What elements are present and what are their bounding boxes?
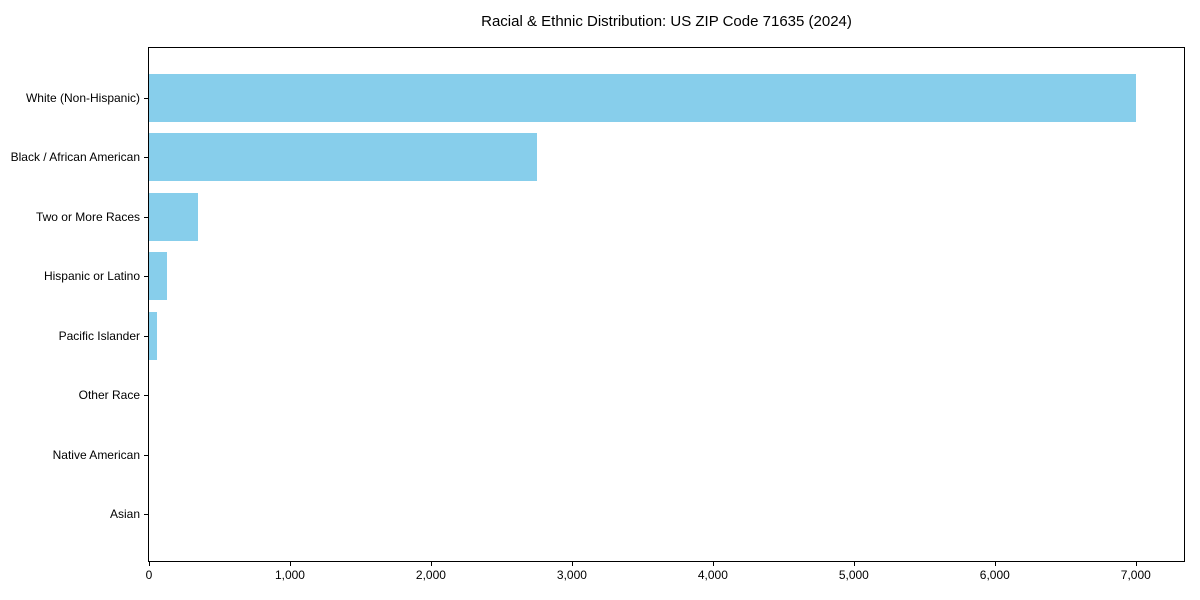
y-tick-label: Asian (109, 507, 140, 521)
y-tick-mark (144, 335, 148, 337)
x-tick-mark (853, 562, 855, 566)
y-tick-label: Other Race (78, 388, 140, 403)
y-tick-mark (144, 514, 148, 515)
x-tick-mark (430, 562, 432, 566)
x-tick-mark (289, 562, 291, 566)
y-tick-mark (144, 157, 148, 159)
x-tick-label: 3,000 (556, 568, 587, 582)
bar-two-or-more-races (149, 192, 199, 241)
y-tick-mark (144, 98, 148, 99)
x-tick-mark (571, 562, 573, 566)
chart-title: Racial & Ethnic Distribution: US ZIP Cod… (481, 13, 852, 30)
y-tick-mark (144, 454, 148, 456)
y-tick-label: Two or More Races (35, 209, 140, 224)
y-tick-label: Pacific Islander (58, 328, 140, 343)
y-tick-mark (144, 216, 148, 218)
y-tick-mark (144, 395, 148, 397)
x-tick-label: 0 (145, 568, 153, 582)
bar-black-african-american (149, 133, 537, 182)
x-tick-label: 4,000 (697, 568, 728, 582)
y-tick-label: Native American (52, 447, 140, 462)
bar-pacific-islander (149, 311, 157, 360)
x-tick-label: 5,000 (838, 568, 869, 582)
x-tick-mark (994, 562, 996, 566)
x-tick-mark (712, 562, 714, 566)
x-tick-label: 6,000 (979, 568, 1010, 582)
plot-area (148, 47, 1185, 562)
x-tick-mark (1135, 562, 1137, 566)
x-tick-label: 2,000 (415, 568, 446, 582)
bar-white-non-hispanic (149, 74, 1136, 122)
y-tick-label: White (Non-Hispanic) (25, 91, 140, 105)
y-tick-label: Hispanic or Latino (43, 269, 140, 284)
x-tick-label: 7,000 (1120, 568, 1151, 582)
x-tick-label: 1,000 (274, 568, 305, 582)
x-tick-mark (149, 562, 150, 566)
y-tick-mark (144, 276, 148, 278)
bar-hispanic-or-latino (149, 252, 168, 301)
y-tick-label: Black / African American (10, 150, 140, 165)
